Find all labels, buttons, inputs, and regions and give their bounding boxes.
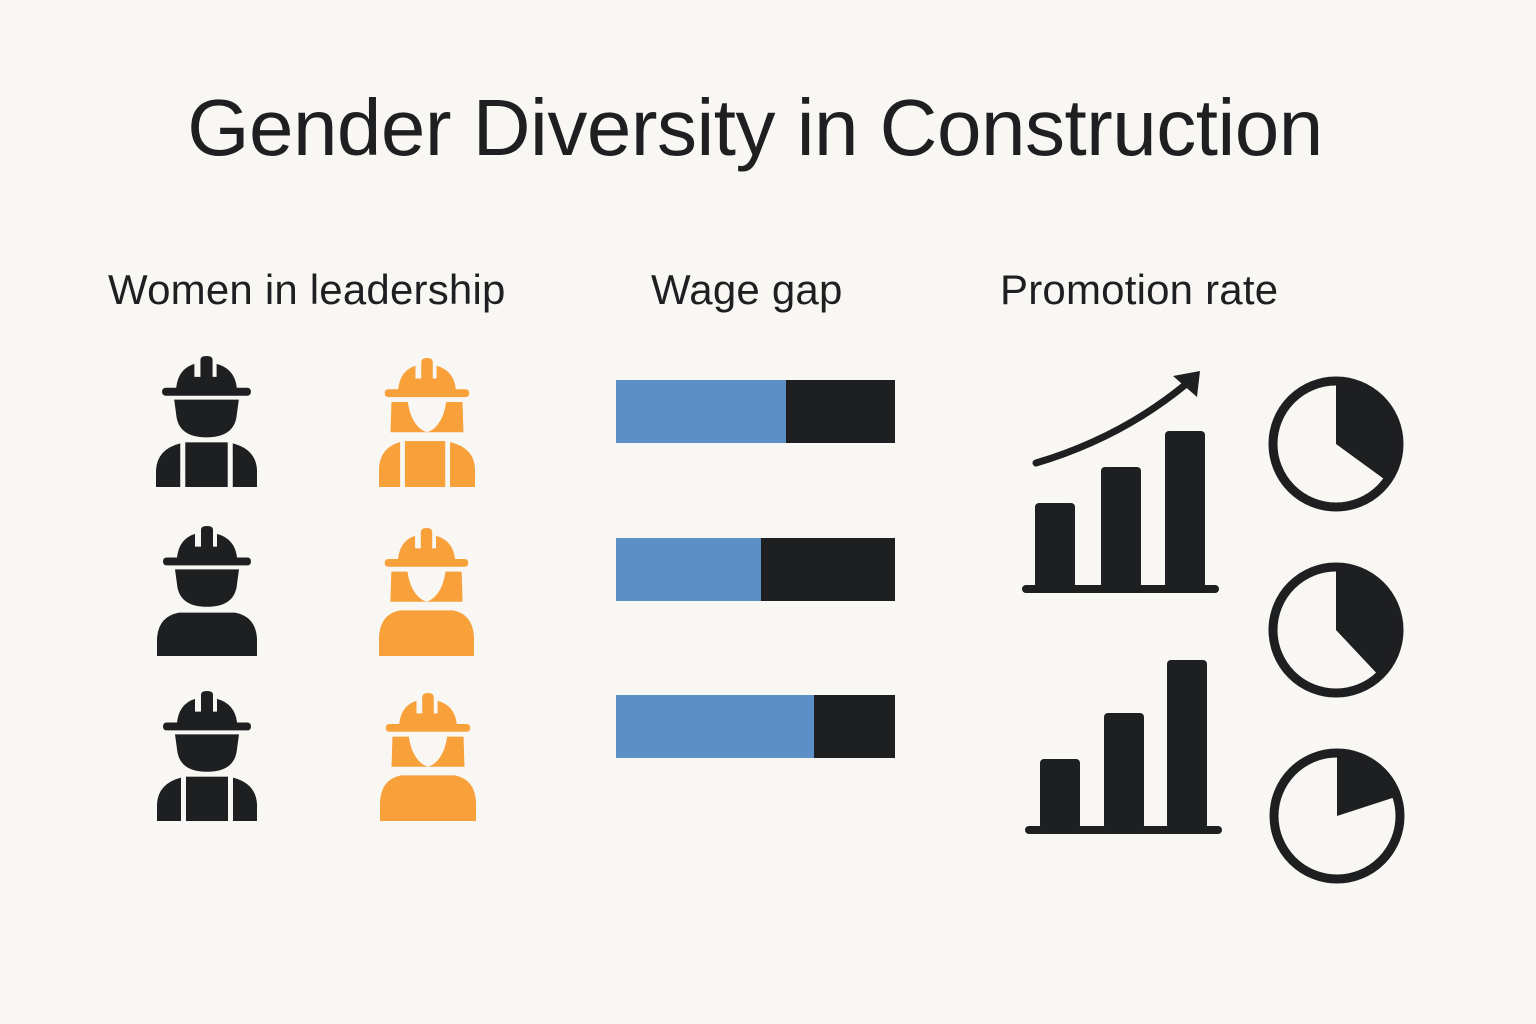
pie-chart-icon [1269, 748, 1405, 884]
page-title: Gender Diversity in Construction [187, 83, 1323, 172]
trend-arrow-icon [1032, 381, 1189, 467]
wage-gap-bar-segment-secondary [814, 695, 895, 758]
wage-gap-bar-segment-primary [616, 538, 762, 601]
wage-gap-bar [616, 380, 895, 443]
wage-gap-bar [616, 538, 895, 601]
construction-worker-woman-icon [379, 357, 475, 488]
construction-worker-woman-icon [380, 692, 476, 822]
wage-gap-bar-segment-secondary [761, 538, 895, 601]
construction-worker-man-icon [157, 690, 257, 822]
wage-gap-bar-segment-primary [616, 695, 815, 758]
trending-bar-chart-icon [1022, 371, 1219, 593]
wage-gap-bar-segment-secondary [786, 380, 895, 443]
section-heading-leadership: Women in leadership [108, 266, 506, 313]
pie-chart-icon [1268, 376, 1404, 512]
construction-worker-man-icon [157, 525, 257, 657]
construction-worker-man-icon [156, 355, 257, 488]
construction-worker-woman-icon [379, 527, 474, 657]
bar-chart-icon [1025, 660, 1222, 834]
wage-gap-bar-segment-primary [616, 380, 787, 443]
pie-chart-icon [1268, 562, 1404, 698]
section-heading-promotion-rate: Promotion rate [1000, 266, 1279, 313]
section-heading-wage-gap: Wage gap [651, 266, 843, 313]
wage-gap-bar [616, 695, 895, 758]
